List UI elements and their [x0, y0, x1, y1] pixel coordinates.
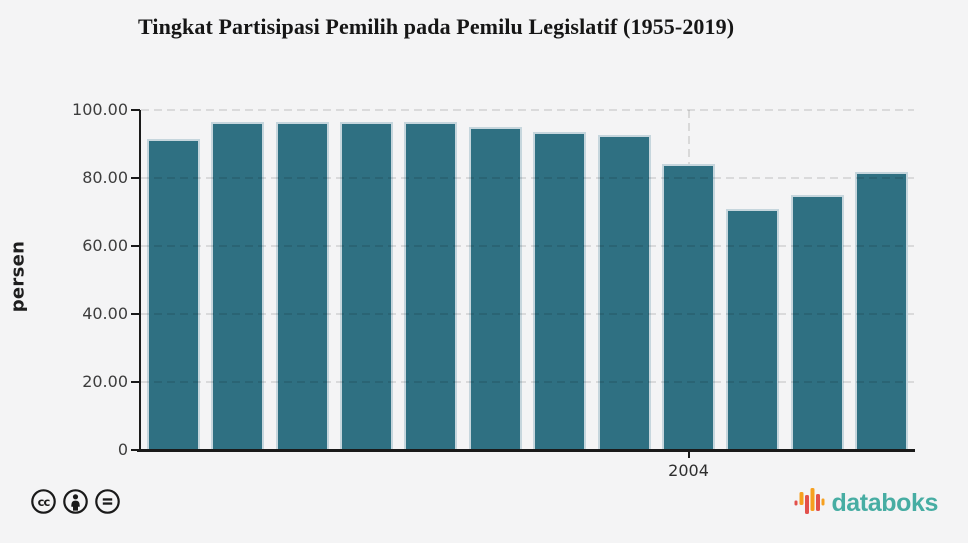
- databoks-logo-icon: [794, 488, 825, 514]
- bar-1999: [597, 135, 651, 450]
- y-axis-tick-80: [131, 177, 140, 179]
- y-axis-line: [139, 110, 141, 450]
- bar-1982: [339, 121, 393, 450]
- bar-1971: [211, 121, 265, 450]
- bar-1987: [404, 122, 458, 450]
- y-axis-tick-0: [131, 449, 140, 451]
- bar-1977: [275, 121, 329, 450]
- x-axis-tick-label-2004: 2004: [668, 461, 709, 480]
- y-axis-tick-label-100: 100.00: [72, 100, 128, 119]
- chart-title: Tingkat Partisipasi Pemilih pada Pemilu …: [138, 14, 735, 39]
- y-axis-tick-label-40: 40.00: [82, 304, 128, 323]
- y-axis-tick-label-60: 60.00: [82, 236, 128, 255]
- license-badges[interactable]: cc: [30, 488, 121, 515]
- attribution-person-icon[interactable]: [62, 488, 89, 515]
- y-axis-title: persen: [7, 240, 29, 313]
- gridline-y-80: [141, 177, 914, 179]
- x-axis-line: [137, 449, 915, 452]
- y-axis-tick-label-80: 80.00: [82, 168, 128, 187]
- bar-2019: [855, 172, 909, 450]
- x-axis-tick-2004: [687, 450, 690, 458]
- gridline-y-20: [141, 381, 914, 383]
- svg-text:cc: cc: [38, 495, 51, 509]
- databoks-logo-text: databoks: [831, 488, 938, 517]
- gridline-y-100: [141, 109, 914, 111]
- y-axis-tick-20: [131, 381, 140, 383]
- bar-2014: [790, 194, 844, 450]
- bar-2004: [662, 164, 716, 450]
- gridline-y-40: [141, 313, 914, 315]
- y-axis-tick-40: [131, 313, 140, 315]
- bar-1992: [468, 126, 522, 450]
- y-axis-tick-100: [131, 109, 140, 111]
- gridline-y-60: [141, 245, 914, 247]
- databoks-logo[interactable]: databoks: [793, 486, 938, 520]
- bar-2009: [726, 208, 780, 450]
- bar-1997: [533, 131, 587, 450]
- cc-icon[interactable]: cc: [30, 488, 57, 515]
- y-axis-tick-label-20: 20.00: [82, 372, 128, 391]
- no-derivatives-equals-icon[interactable]: [94, 488, 121, 515]
- y-axis-tick-label-0: 0: [117, 440, 128, 459]
- bar-1955: [146, 139, 200, 450]
- y-axis-tick-60: [131, 245, 140, 247]
